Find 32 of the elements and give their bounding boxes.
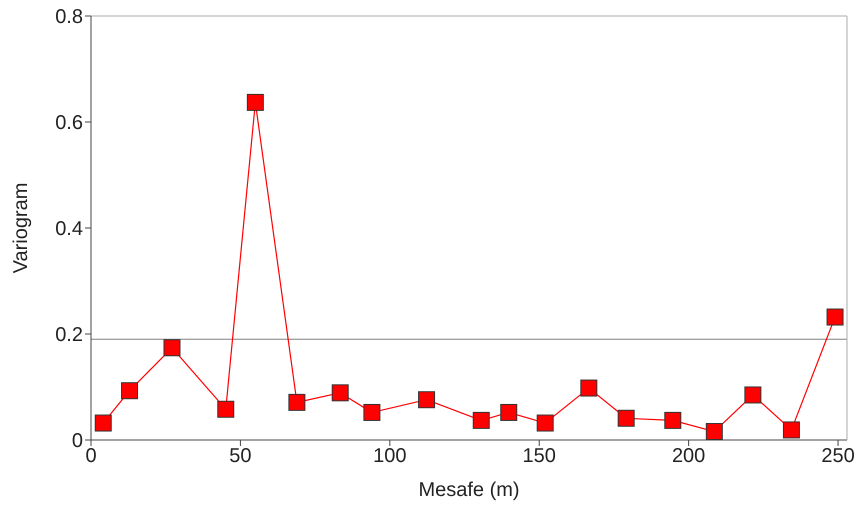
y-tick-label: 0.8: [55, 6, 83, 28]
y-tick-label: 0.4: [55, 218, 83, 240]
x-tick-label: 100: [373, 445, 406, 468]
point: [217, 400, 234, 418]
x-axis-title: Mesafe (m): [418, 479, 520, 501]
point: [288, 394, 306, 411]
point: [706, 423, 723, 440]
y-tick-label: 0.2: [55, 324, 83, 346]
point: [472, 412, 490, 429]
point: [500, 404, 518, 421]
x-tick-label: 50: [229, 445, 252, 468]
point: [94, 414, 112, 432]
point: [744, 386, 762, 404]
y-tick-label: 0.6: [55, 112, 83, 134]
point: [418, 391, 436, 408]
point: [332, 384, 349, 402]
point: [618, 410, 635, 427]
point: [536, 414, 554, 432]
point: [664, 412, 682, 429]
point: [580, 380, 598, 397]
point: [246, 94, 264, 111]
x-tick-label: 250: [821, 445, 855, 468]
y-tick-label: 0: [72, 430, 83, 452]
x-tick-label: 150: [522, 445, 556, 468]
point: [363, 404, 380, 421]
y-axis-title: Variogram: [10, 182, 32, 274]
x-tick-label: 200: [672, 445, 706, 468]
x-tick-label: 0: [85, 445, 97, 468]
point: [121, 382, 138, 400]
point: [782, 421, 800, 438]
point: [826, 308, 844, 326]
point: [163, 339, 180, 356]
